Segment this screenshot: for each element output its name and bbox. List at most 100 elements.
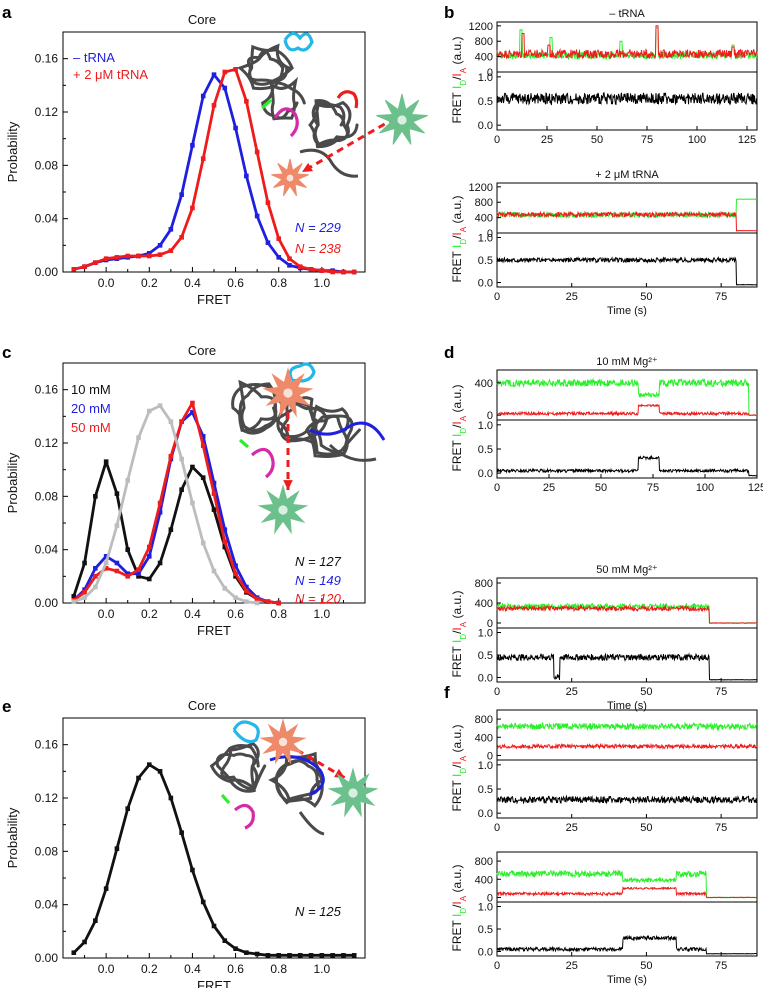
data-point — [136, 435, 141, 440]
magenta-loop — [273, 107, 299, 138]
cyan-loop — [232, 720, 260, 744]
data-point — [233, 595, 238, 600]
data-point — [179, 456, 184, 462]
star-core — [348, 788, 358, 798]
y-axis-label: FRET ID/IA (a.u.) — [450, 725, 468, 812]
data-point — [200, 475, 206, 480]
y-tick-label: 0.0 — [478, 468, 493, 480]
data-point — [103, 566, 109, 571]
data-point — [125, 478, 131, 483]
data-point — [233, 125, 238, 131]
y-tick-label: 0.0 — [478, 673, 493, 685]
data-point — [125, 571, 131, 576]
data-point — [200, 899, 206, 905]
y-tick-label: 0.0 — [478, 947, 493, 959]
trace-title: + 2 μM tRNA — [595, 169, 659, 181]
data-point — [82, 590, 87, 595]
y-axis-label-part: I — [450, 901, 464, 904]
data-point — [190, 143, 195, 148]
data-point — [93, 584, 98, 590]
data-point — [254, 600, 260, 606]
y-tick-label: 0.00 — [35, 951, 59, 965]
chart-title: Core — [188, 343, 216, 358]
rna-strand — [308, 99, 359, 149]
intensity-frame — [496, 577, 758, 629]
y-axis-label-part: (a.u.) — [450, 37, 464, 68]
data-point — [233, 574, 238, 579]
data-point — [211, 507, 217, 512]
histogram-panel-e: 0.0 0.2 0.4 0.6 0.8 1.0 0.00 0.04 0.08 0.12 0.16 FR… — [5, 698, 366, 988]
data-point — [319, 268, 325, 273]
y-axis-label-part: / — [450, 764, 464, 768]
data-point — [114, 523, 120, 528]
x-tick-label: 1.0 — [314, 962, 331, 976]
data-point — [157, 403, 163, 408]
data-point — [114, 568, 120, 574]
x-tick-label: 100 — [696, 482, 714, 494]
x-tick-label: 1.0 — [314, 607, 331, 621]
fret-frame — [496, 419, 758, 479]
data-point — [276, 600, 282, 606]
y-tick-label: 0.5 — [478, 784, 493, 796]
data-point — [233, 563, 238, 568]
data-point — [157, 500, 163, 506]
data-point — [244, 99, 249, 104]
data-point — [157, 510, 163, 515]
data-point — [233, 67, 238, 72]
y-tick-label: 1.0 — [478, 628, 493, 640]
data-point — [114, 846, 120, 851]
trace-title: 50 mM Mg²⁺ — [596, 564, 658, 576]
data-point — [287, 953, 292, 958]
data-point — [103, 560, 109, 566]
trace-panel-d1: 10 mM Mg²⁺04000.00.51.00255075100125FRET… — [450, 356, 763, 494]
data-point — [254, 596, 260, 602]
data-point — [103, 256, 109, 261]
y-axis-label-part: A — [459, 755, 468, 761]
x-tick-label: 0.4 — [184, 607, 201, 621]
x-tick-label: 75 — [715, 960, 727, 972]
y-tick-label: 0.0 — [478, 808, 493, 820]
x-tick-label: 0.2 — [141, 607, 158, 621]
y-axis-label-part: A — [459, 621, 468, 627]
x-tick-label: 125 — [748, 482, 763, 494]
donor-trace — [496, 377, 758, 417]
y-axis-label-part: (a.u.) — [450, 865, 464, 896]
x-tick-label: 0 — [494, 686, 500, 698]
rna-strand — [271, 394, 329, 446]
cyan-loop — [283, 31, 314, 52]
data-point — [179, 830, 184, 835]
x-tick-label: 0.2 — [141, 962, 158, 976]
data-point — [341, 953, 346, 958]
data-point — [341, 269, 346, 275]
data-point — [211, 923, 217, 929]
x-tick-label: 75 — [715, 686, 727, 698]
n-label: N = 120 — [295, 591, 342, 606]
x-axis-label: Time (s) — [607, 974, 647, 986]
data-point — [190, 410, 195, 415]
data-point — [125, 547, 131, 552]
y-axis-label-part: I — [450, 761, 464, 764]
y-axis-label-part: I — [450, 627, 464, 630]
y-axis-label-part: / — [450, 424, 464, 428]
y-tick-label: 0.16 — [35, 52, 59, 66]
panel-label-f: f — [444, 683, 450, 702]
y-tick-label: 0.12 — [35, 436, 59, 450]
y-axis-label-part: I — [450, 73, 464, 76]
fit-curve — [72, 460, 279, 605]
x-tick-label: 0.2 — [141, 276, 158, 290]
y-axis-label-part: A — [459, 226, 468, 232]
x-axis-label: Time (s) — [607, 700, 647, 712]
x-tick-label: 0.0 — [98, 276, 115, 290]
data-point — [244, 950, 249, 955]
y-tick-label: 400 — [475, 213, 493, 225]
data-point — [330, 953, 335, 958]
data-point — [103, 886, 109, 891]
cyan-loop — [288, 362, 316, 383]
n-label: N = 127 — [295, 554, 342, 569]
x-tick-label: 1.0 — [314, 276, 331, 290]
x-tick-label: 25 — [541, 134, 553, 146]
data-point — [244, 599, 249, 604]
y-tick-label: 0.16 — [35, 738, 59, 752]
data-point — [93, 566, 98, 571]
